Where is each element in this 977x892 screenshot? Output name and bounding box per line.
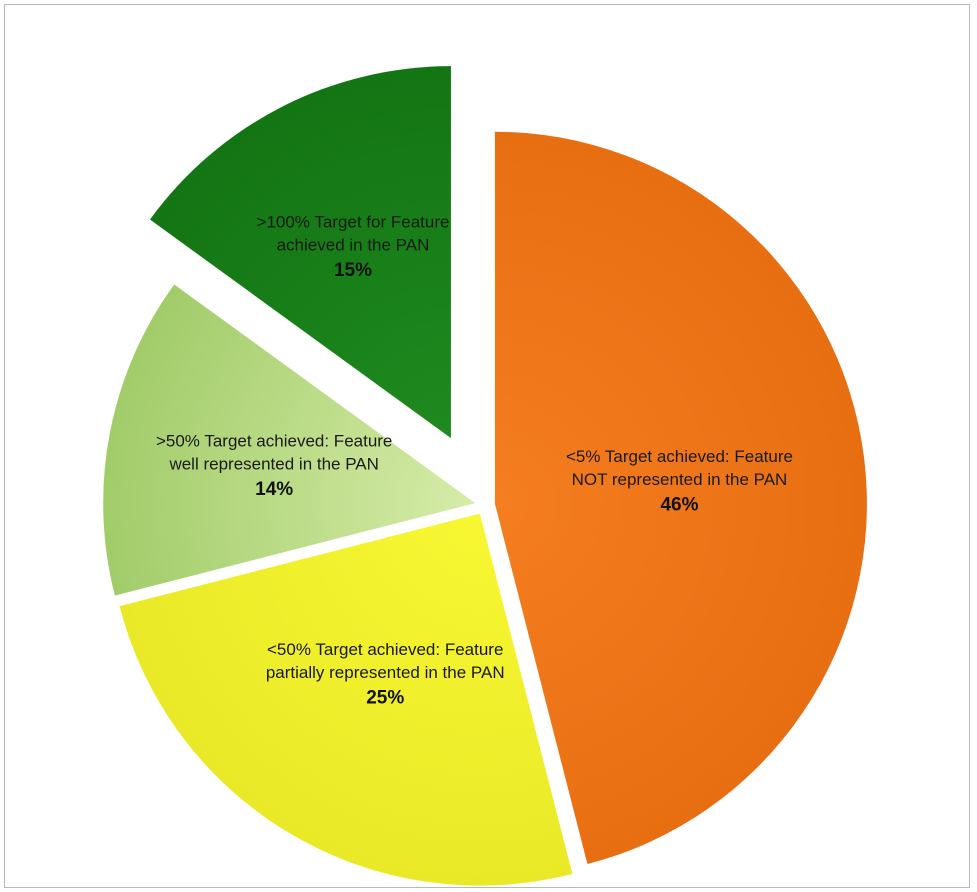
- slice-target-achieved: [149, 66, 451, 439]
- slice-target-achieved-label: >100% Target for Feature achieved in the …: [257, 212, 450, 281]
- labels-layer: <5% Target achieved: Feature NOT represen…: [156, 212, 793, 708]
- data-label-percent: 25%: [366, 688, 404, 709]
- slice-well-represented: [103, 284, 476, 596]
- slice-partially-represented-label: <50% Target achieved: Feature partially r…: [266, 640, 505, 709]
- data-label-text: <50% Target achieved: Feature: [267, 640, 503, 659]
- data-label-text: >50% Target achieved: Feature: [156, 431, 392, 450]
- data-label-percent: 14%: [255, 479, 293, 500]
- data-label-text: well represented in the PAN: [168, 454, 378, 473]
- data-label-text: NOT represented in the PAN: [572, 470, 788, 489]
- data-label-text: >100% Target for Feature: [257, 212, 450, 231]
- slice-not-represented: [494, 131, 867, 865]
- data-label-text: <5% Target achieved: Feature: [566, 447, 793, 466]
- slice-well-represented-label: >50% Target achieved: Feature well repres…: [156, 431, 392, 500]
- data-label-text: achieved in the PAN: [277, 235, 430, 254]
- slice-partially-represented: [119, 513, 573, 886]
- data-label-percent: 15%: [334, 260, 372, 281]
- data-label-text: partially represented in the PAN: [266, 663, 505, 682]
- slice-not-represented-label: <5% Target achieved: Feature NOT represen…: [566, 447, 793, 516]
- data-label-percent: 46%: [660, 494, 698, 515]
- slices-layer: [103, 66, 867, 886]
